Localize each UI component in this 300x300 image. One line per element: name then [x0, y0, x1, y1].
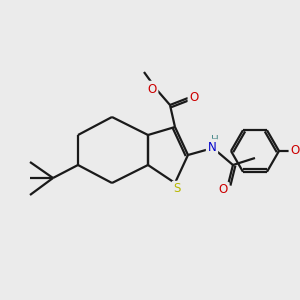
Text: O: O	[189, 91, 199, 103]
Text: O: O	[290, 143, 300, 157]
Text: O: O	[218, 184, 228, 196]
Text: O: O	[147, 82, 157, 95]
Text: S: S	[173, 182, 181, 196]
Text: H: H	[211, 135, 219, 145]
Text: N: N	[208, 140, 216, 154]
